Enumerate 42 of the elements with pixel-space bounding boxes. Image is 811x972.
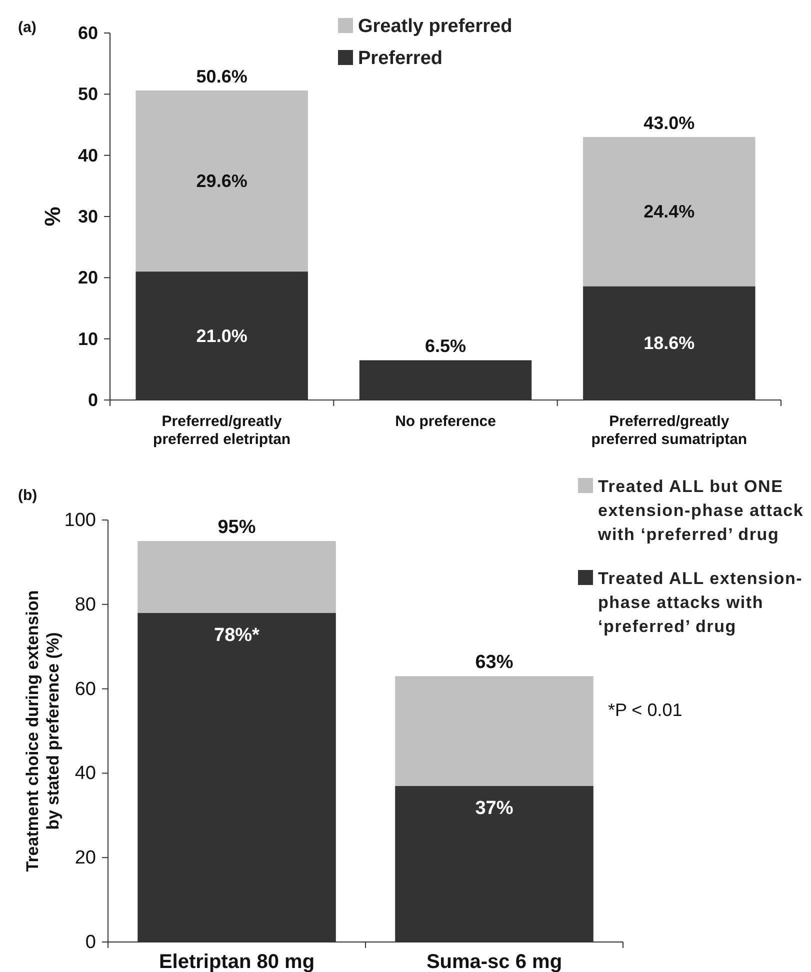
total-label: 43.0% — [644, 112, 695, 133]
chart-title: (a) — [18, 19, 36, 36]
total-label: 63% — [475, 652, 514, 674]
total-label: 50.6% — [196, 66, 248, 86]
data-label: 21.0% — [196, 326, 248, 346]
annotation: *P < 0.01 — [608, 700, 682, 720]
y-tick-label: 20 — [78, 268, 98, 288]
legend-label: Greatly preferred — [358, 16, 512, 37]
bar — [583, 136, 756, 286]
y-tick-label: 20 — [74, 848, 96, 869]
legend-label: Treated ALL extension-phase attacks with ‘preferred’ drug — [598, 569, 803, 636]
x-tick-label: Eletriptan 80 mg — [158, 951, 315, 972]
x-tick-label: Suma-sc 6 mg — [426, 951, 562, 972]
y-axis-title: % — [40, 206, 65, 226]
bar — [395, 676, 594, 786]
y-tick-label: 0 — [88, 390, 98, 410]
chart-title: (b) — [18, 487, 38, 504]
y-tick-label: 40 — [74, 763, 96, 784]
data-label: 29.6% — [196, 171, 248, 192]
x-tick-label: Preferred/greatly preferred eletriptan — [153, 413, 291, 448]
y-tick-label: 30 — [78, 206, 98, 226]
y-tick-label: 100 — [64, 510, 96, 531]
data-label: 18.6% — [644, 333, 695, 354]
total-label: 95% — [218, 517, 256, 538]
legend-label: Treated ALL but ONE extension-phase attack with ‘preferred’ drug — [597, 477, 804, 544]
y-tick-label: 60 — [78, 23, 98, 43]
y-tick-label: 50 — [78, 84, 98, 104]
y-tick-label: 0 — [85, 932, 96, 953]
bar — [138, 541, 336, 613]
y-axis-title: Treatment choice during extension by stated preference (%) — [23, 590, 62, 872]
x-tick-label: Preferred/greatly preferred sumatriptan — [591, 413, 748, 448]
x-tick-label: No preference — [395, 413, 496, 430]
y-tick-label: 40 — [78, 145, 98, 166]
total-label: 6.5% — [424, 336, 466, 356]
legend-label: Preferred — [358, 48, 442, 69]
y-tick-label: 80 — [74, 594, 96, 616]
y-tick-label: 60 — [74, 678, 96, 700]
data-label: 37% — [475, 798, 514, 819]
bar — [136, 90, 308, 272]
data-label: 78%* — [214, 624, 260, 646]
data-label: 24.4% — [644, 202, 695, 222]
y-tick-label: 10 — [78, 328, 98, 349]
